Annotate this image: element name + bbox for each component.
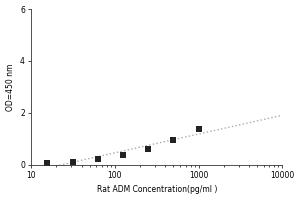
Point [45,162,50,165]
Y-axis label: OD=450 nm: OD=450 nm [6,63,15,111]
X-axis label: Rat ADM Concentration(pg/ml ): Rat ADM Concentration(pg/ml ) [97,185,217,194]
Point [146,147,151,150]
Point [171,138,176,142]
Point [95,158,100,161]
Point [196,127,201,130]
Point [121,153,125,156]
Point [70,160,75,164]
